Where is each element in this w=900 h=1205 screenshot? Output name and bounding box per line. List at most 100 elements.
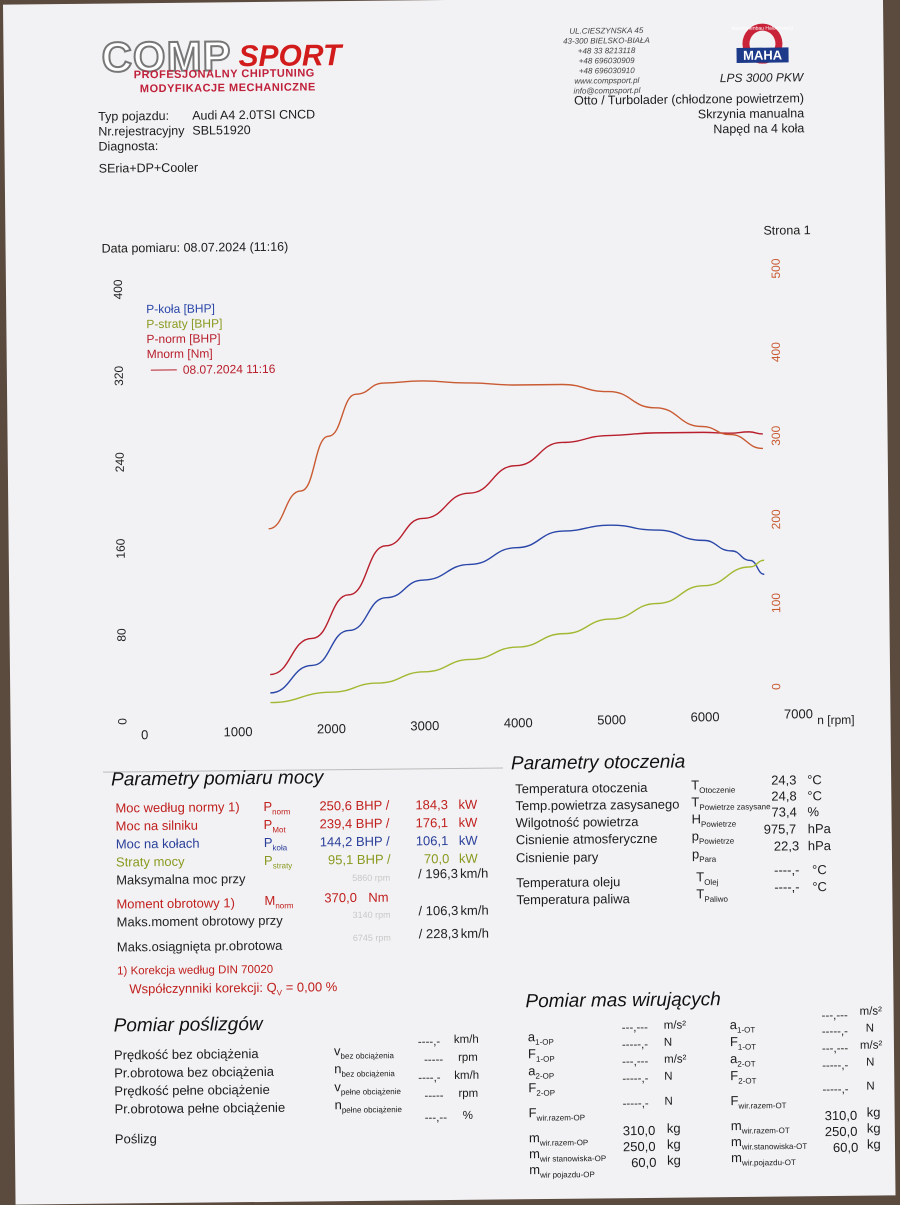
- mass-left-sym: a2-OP: [528, 1063, 554, 1081]
- power-wheels-kw: 106,1: [416, 833, 449, 848]
- symbol-letter: m: [731, 1150, 742, 1165]
- symbol-letter: m: [731, 1134, 742, 1149]
- pressure-unit: hPa: [808, 821, 831, 836]
- speed-no-load-value: ----,-: [418, 1036, 440, 1048]
- symbol-letter: T: [691, 777, 699, 792]
- ambient-temp-unit: °C: [807, 772, 822, 787]
- registration-value: SBL51920: [192, 123, 251, 138]
- x-tick-label: 4000: [504, 715, 533, 730]
- mass-left-unit: kg: [667, 1153, 681, 1168]
- correction-factor-label: Współczynniki korekcji: Q: [129, 980, 277, 997]
- left-tick-label: 0: [115, 718, 129, 725]
- mass-right-unit: kg: [867, 1121, 881, 1136]
- oil-temp-label: Temperatura oleju: [516, 874, 620, 890]
- speed-full-load-label: Prędkość pełne obciążenie: [114, 1082, 270, 1099]
- right-tick-label: 200: [769, 509, 783, 529]
- symbol-subscript: V: [277, 988, 282, 997]
- power-norm-bhp: 250,6 BHP /: [319, 798, 389, 814]
- left-tick-label: 80: [115, 628, 129, 642]
- rpm-no-load-unit: rpm: [458, 1052, 478, 1064]
- mass-right-unit: N: [866, 1081, 874, 1093]
- mass-right-value: 250,0: [825, 1124, 858, 1139]
- x-tick-label: 7000: [784, 706, 813, 721]
- mass-right-unit: N: [866, 1057, 874, 1069]
- symbol-letter: F: [730, 1068, 738, 1083]
- symbol-letter: F: [528, 1046, 536, 1061]
- x-tick-label: 3000: [410, 718, 439, 733]
- vapour-pressure-value: 22,3: [774, 838, 799, 853]
- symbol-subscript: norm: [275, 901, 293, 910]
- legend-p-straty: P-straty [BHP]: [146, 316, 222, 331]
- vehicle-type-label: Typ pojazdu:: [98, 109, 169, 124]
- chart-legend: P-koła [BHP] P-straty [BHP] P-norm [BHP]…: [146, 301, 276, 377]
- oil-temp-symbol: TOlej: [696, 869, 718, 887]
- device-name: LPS 3000 PKW: [720, 70, 804, 85]
- company-address: UL.CIESZYNSKA 45 43-300 BIELSKO-BIAŁA +4…: [551, 26, 662, 97]
- slip-unit: %: [463, 1110, 473, 1122]
- power-wheels-unit: kW: [459, 833, 478, 848]
- series-line-p-koła: [269, 524, 766, 693]
- legend-p-kola: P-koła [BHP]: [146, 301, 215, 316]
- mass-right-value: 310,0: [825, 1108, 858, 1123]
- fuel-temp-label: Temperatura paliwa: [516, 891, 630, 907]
- power-engine-label: Moc na silniku: [116, 818, 199, 834]
- mass-left-value: 250,0: [623, 1139, 656, 1154]
- symbol-letter: P: [264, 817, 273, 832]
- mass-left-sym: mwir pojazdu-OP: [529, 1162, 595, 1180]
- ambient-temp-label: Temperatura otoczenia: [515, 780, 647, 796]
- symbol-letter: P: [264, 835, 273, 850]
- mass-right-value: -----,-: [822, 1026, 848, 1038]
- mass-right-unit: m/s²: [860, 1039, 882, 1051]
- legend-p-norm: P-norm [BHP]: [146, 331, 220, 346]
- intake-temp-symbol: TPowietrze zasysane: [691, 794, 770, 812]
- power-loss-label: Straty mocy: [116, 854, 185, 870]
- speed-no-load-unit: km/h: [454, 1034, 479, 1046]
- mass-left-unit: kg: [667, 1121, 681, 1136]
- series-line-mnorm: [267, 377, 764, 528]
- symbol-subscript: pełne obciążenie: [341, 1087, 401, 1097]
- slip-value: ---,--: [425, 1112, 447, 1124]
- series-lines: [267, 377, 765, 702]
- tagline-1: PROFESJONALNY CHIPTUNING: [134, 67, 315, 81]
- symbol-subscript: Para: [699, 855, 716, 864]
- vehicle-type-value: Audi A4 2.0TSI CNCD: [192, 107, 315, 122]
- symbol-subscript: 2-OP: [536, 1089, 555, 1098]
- x-tick-label: 0: [141, 727, 148, 742]
- mass-right-value: ---,---: [822, 1043, 848, 1055]
- humidity-unit: %: [807, 804, 819, 819]
- symbol-letter: F: [529, 1105, 537, 1120]
- symbol-letter: H: [691, 811, 701, 826]
- power-loss-kw: 70,0: [424, 851, 449, 866]
- right-tick-label: 0: [769, 683, 783, 690]
- mass-left-unit: m/s²: [664, 1054, 686, 1066]
- mass-right-sym: a2-OT: [730, 1051, 756, 1069]
- mass-right-unit: kg: [867, 1137, 881, 1152]
- mass-left-unit: N: [664, 1071, 672, 1083]
- vapour-pressure-unit: hPa: [808, 838, 831, 853]
- right-tick-label: 100: [769, 593, 783, 613]
- symbol-letter: T: [691, 794, 699, 809]
- symbol-subscript: bez obciążenia: [341, 1069, 394, 1079]
- max-rpm-speed-unit: km/h: [461, 926, 489, 941]
- mass-right-sym: a1-OT: [730, 1017, 756, 1035]
- power-loss-unit: kW: [459, 851, 478, 866]
- maha-text: MAHA: [743, 47, 783, 62]
- symbol-letter: F: [730, 1034, 738, 1049]
- right-tick-label: 400: [769, 342, 783, 362]
- max-rpm-rpm: 6745 rpm: [353, 933, 391, 943]
- speed-full-load-symbol: vpełne obciążenie: [334, 1079, 401, 1097]
- mass-right-unit: kg: [867, 1105, 881, 1120]
- symbol-subscript: 2-OT: [738, 1076, 756, 1085]
- rpm-full-load-symbol: npełne obciążenie: [334, 1097, 401, 1115]
- intake-temp-value: 24,8: [771, 788, 796, 803]
- max-rpm-speed: / 228,3: [419, 926, 459, 941]
- speed-full-load-unit: km/h: [454, 1070, 479, 1082]
- mass-right-value: ---,---: [822, 1010, 848, 1022]
- symbol-subscript: wir.razem-OP: [537, 1113, 586, 1123]
- mass-left-unit: m/s²: [664, 1020, 686, 1032]
- vapour-pressure-label: Cisnienie pary: [516, 849, 599, 865]
- symbol-letter: m: [529, 1146, 540, 1161]
